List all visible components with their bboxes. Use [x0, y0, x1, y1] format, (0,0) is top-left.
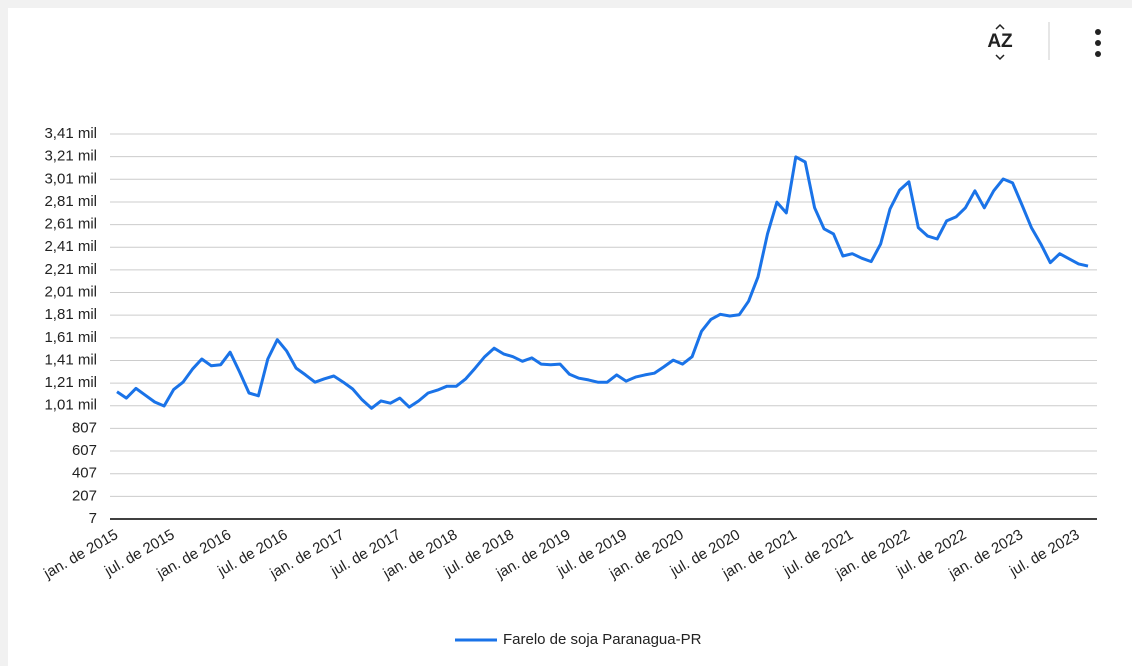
y-tick-label: 2,61 mil — [44, 216, 97, 233]
y-tick-label: 807 — [72, 419, 97, 436]
line-series — [116, 155, 1089, 410]
y-tick-label: 1,61 mil — [44, 329, 97, 346]
y-tick-label: 1,01 mil — [44, 397, 97, 414]
y-tick-label: 207 — [72, 487, 97, 504]
y-tick-label: 1,41 mil — [44, 351, 97, 368]
y-tick-label: 2,81 mil — [44, 193, 97, 210]
legend-label: Farelo de soja Paranagua-PR — [503, 631, 702, 648]
menu-button[interactable] — [1095, 29, 1101, 57]
y-tick-label: 3,01 mil — [44, 170, 97, 187]
y-tick-label: 3,41 mil — [44, 125, 97, 142]
y-tick-label: 2,01 mil — [44, 283, 97, 300]
y-tick-label: 607 — [72, 442, 97, 459]
y-tick-label: 1,21 mil — [44, 374, 97, 391]
card — [8, 8, 1132, 666]
y-tick-label: 2,41 mil — [44, 238, 97, 255]
sort-arrows — [995, 23, 1005, 61]
y-tick-label: 1,81 mil — [44, 306, 97, 323]
y-tick-label: 407 — [72, 465, 97, 482]
y-tick-label: 2,21 mil — [44, 261, 97, 278]
y-tick-label: 3,21 mil — [44, 148, 97, 165]
y-tick-label: 7 — [89, 510, 97, 527]
sort-button[interactable]: AZ — [987, 31, 1013, 52]
